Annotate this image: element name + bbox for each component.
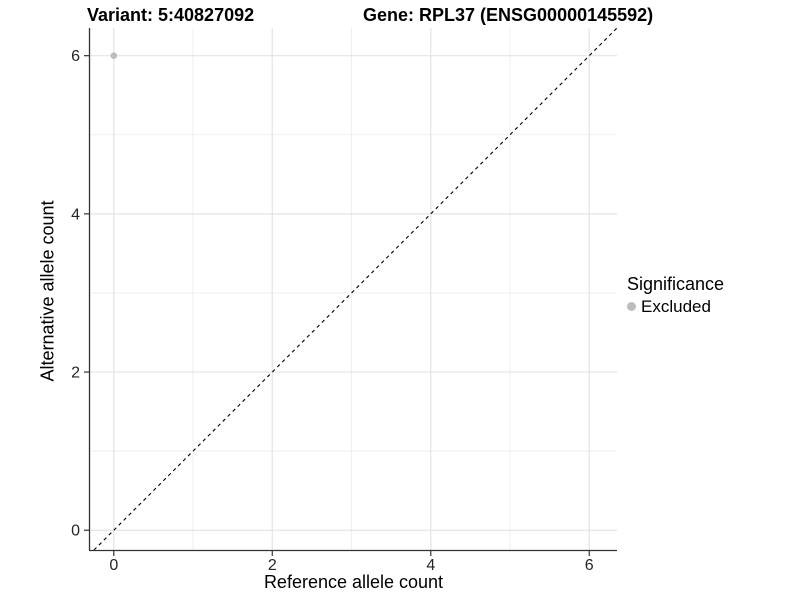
legend-item-label: Excluded [641, 297, 711, 316]
x-tick-label: 0 [109, 557, 118, 574]
x-tick-label: 4 [426, 557, 435, 574]
legend-item-excluded: Excluded [627, 296, 724, 317]
x-tick-label: 2 [268, 557, 277, 574]
y-tick-label: 4 [71, 206, 80, 223]
x-tick-label: 6 [585, 557, 594, 574]
plot-title-gene: Gene: RPL37 (ENSG00000145592) [363, 5, 654, 25]
y-axis-title: Alternative allele count [37, 200, 58, 382]
y-tick-label: 2 [71, 365, 80, 382]
y-tick-label: 6 [71, 48, 80, 65]
excluded-point-icon [627, 302, 636, 311]
identity-reference-line [93, 27, 618, 551]
x-axis-title: Reference allele count [263, 572, 444, 592]
y-tick-label: 0 [71, 523, 80, 540]
legend-title: Significance [627, 274, 725, 294]
data-point-excluded [110, 52, 118, 59]
plot-title-variant: Variant: 5:40827092 [87, 5, 255, 25]
legend: Significance Excluded [627, 273, 724, 317]
